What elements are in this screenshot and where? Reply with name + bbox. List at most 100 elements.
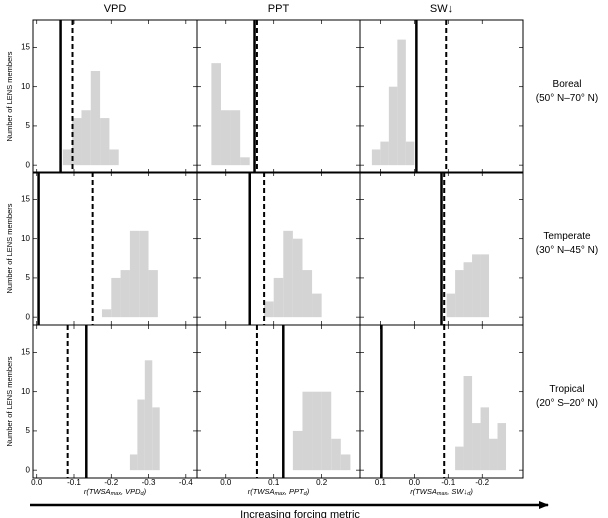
histogram-bar	[283, 230, 293, 318]
x-axis-label-part: )	[306, 487, 310, 496]
histogram-bar	[480, 407, 490, 471]
x-axis-label-part: d	[467, 491, 471, 497]
x-axis-label-part: r(TWSA	[410, 487, 437, 496]
histogram-bar	[292, 430, 303, 471]
y-tick-label: 0	[26, 312, 31, 321]
histogram-bar	[72, 118, 82, 166]
histogram-bar	[240, 157, 250, 166]
y-tick-label: 10	[21, 234, 30, 243]
y-axis-label: Number of LENS members	[5, 51, 14, 141]
x-tick-label: -0.2	[104, 478, 118, 487]
histogram-bar	[312, 391, 322, 471]
histogram-bar	[312, 293, 322, 318]
histogram-bar	[111, 277, 121, 318]
row-label: Temperate	[543, 231, 591, 242]
y-tick-label: 5	[26, 121, 31, 130]
y-tick-label: 15	[21, 348, 30, 357]
histogram-bar	[388, 86, 398, 166]
column-title: PPT	[268, 3, 290, 15]
x-axis-label-part: r(TWSA	[84, 487, 111, 496]
histogram-bar	[62, 149, 73, 166]
bottom-label: Increasing forcing metric	[240, 509, 360, 518]
histogram-bar	[148, 270, 158, 318]
histogram-bar	[137, 399, 145, 471]
histogram-bar	[455, 446, 464, 471]
x-tick-label: -0.2	[475, 478, 489, 487]
y-tick-label: 15	[21, 43, 30, 52]
x-tick-label: -0.1	[67, 478, 81, 487]
histogram-bar	[211, 63, 221, 166]
column-title: VPD	[104, 3, 127, 15]
histogram-bar	[264, 301, 274, 318]
histogram-bar	[101, 309, 112, 318]
histogram-bar	[302, 391, 313, 471]
row-label: Boreal	[553, 79, 582, 90]
y-tick-label: 5	[26, 426, 31, 435]
x-axis-label-part: , VPD	[121, 487, 141, 496]
histogram-bar	[480, 254, 490, 318]
x-tick-label: 0.2	[316, 478, 328, 487]
histogram-bar	[139, 230, 149, 318]
x-axis-label-part: )	[143, 487, 147, 496]
row-label: Tropical	[549, 384, 584, 395]
x-axis-label-part: max	[274, 491, 285, 497]
histogram-bar	[152, 407, 160, 471]
histogram-bar	[331, 438, 341, 471]
x-axis-label-part: max	[111, 491, 122, 497]
histogram-bar	[472, 423, 481, 471]
histogram-bar	[446, 293, 456, 318]
histogram-bar	[81, 110, 91, 166]
y-tick-label: 15	[21, 195, 30, 204]
x-tick-label: 0.0	[220, 478, 232, 487]
histogram-bar	[489, 438, 498, 471]
x-axis-label: r(TWSAmax, PPTd)	[248, 487, 310, 497]
histogram-bar	[340, 454, 351, 471]
histogram-bar	[302, 270, 313, 318]
histogram-bar	[292, 238, 303, 318]
histogram-bar	[220, 110, 231, 166]
panel-frame	[359, 324, 524, 479]
y-tick-label: 5	[26, 273, 31, 282]
histogram-bar	[129, 230, 140, 318]
histogram-bar	[497, 423, 507, 471]
histogram-bar	[405, 141, 415, 166]
x-axis-label-part: , SW↓	[447, 487, 467, 496]
y-axis-label: Number of LENS members	[5, 203, 14, 293]
x-tick-label: 0.0	[31, 478, 43, 487]
histogram-bar	[120, 270, 130, 318]
x-tick-label: 0.1	[375, 478, 387, 487]
x-tick-label: -0.4	[179, 478, 193, 487]
x-axis-label-part: max	[437, 491, 448, 497]
x-axis-label-part: )	[469, 487, 473, 496]
x-axis-label-part: d	[141, 491, 145, 497]
row-label: (20° S–20° N)	[536, 398, 598, 409]
histogram-bar	[371, 149, 381, 166]
histogram-bar	[100, 118, 110, 166]
panel-frame	[32, 324, 198, 479]
histogram-bar	[455, 270, 464, 318]
histogram-bar	[230, 110, 241, 166]
x-tick-label: 0.1	[268, 478, 280, 487]
x-axis-label: r(TWSAmax, VPDd)	[84, 487, 147, 497]
y-tick-label: 10	[21, 82, 30, 91]
x-tick-label: 0.0	[409, 478, 421, 487]
histogram-bar	[380, 141, 389, 166]
y-axis-label: Number of LENS members	[5, 356, 14, 446]
x-axis-label-part: , PPT	[285, 487, 305, 496]
histogram-bar	[273, 277, 284, 318]
x-axis-label-part: d	[304, 491, 308, 497]
x-tick-label: -0.1	[441, 478, 455, 487]
x-tick-label: -0.3	[142, 478, 156, 487]
row-label: (30° N–45° N)	[536, 245, 598, 256]
histogram-bar	[463, 376, 473, 471]
histogram-bar	[397, 39, 406, 166]
column-title: SW↓	[430, 3, 453, 15]
histogram-bar	[129, 454, 138, 471]
histogram-bar	[144, 360, 153, 471]
histogram-bar	[463, 262, 473, 318]
histogram-bar	[109, 149, 119, 166]
row-label: (50° N–70° N)	[536, 93, 598, 104]
x-axis-label-part: r(TWSA	[248, 487, 275, 496]
y-tick-label: 10	[21, 387, 30, 396]
